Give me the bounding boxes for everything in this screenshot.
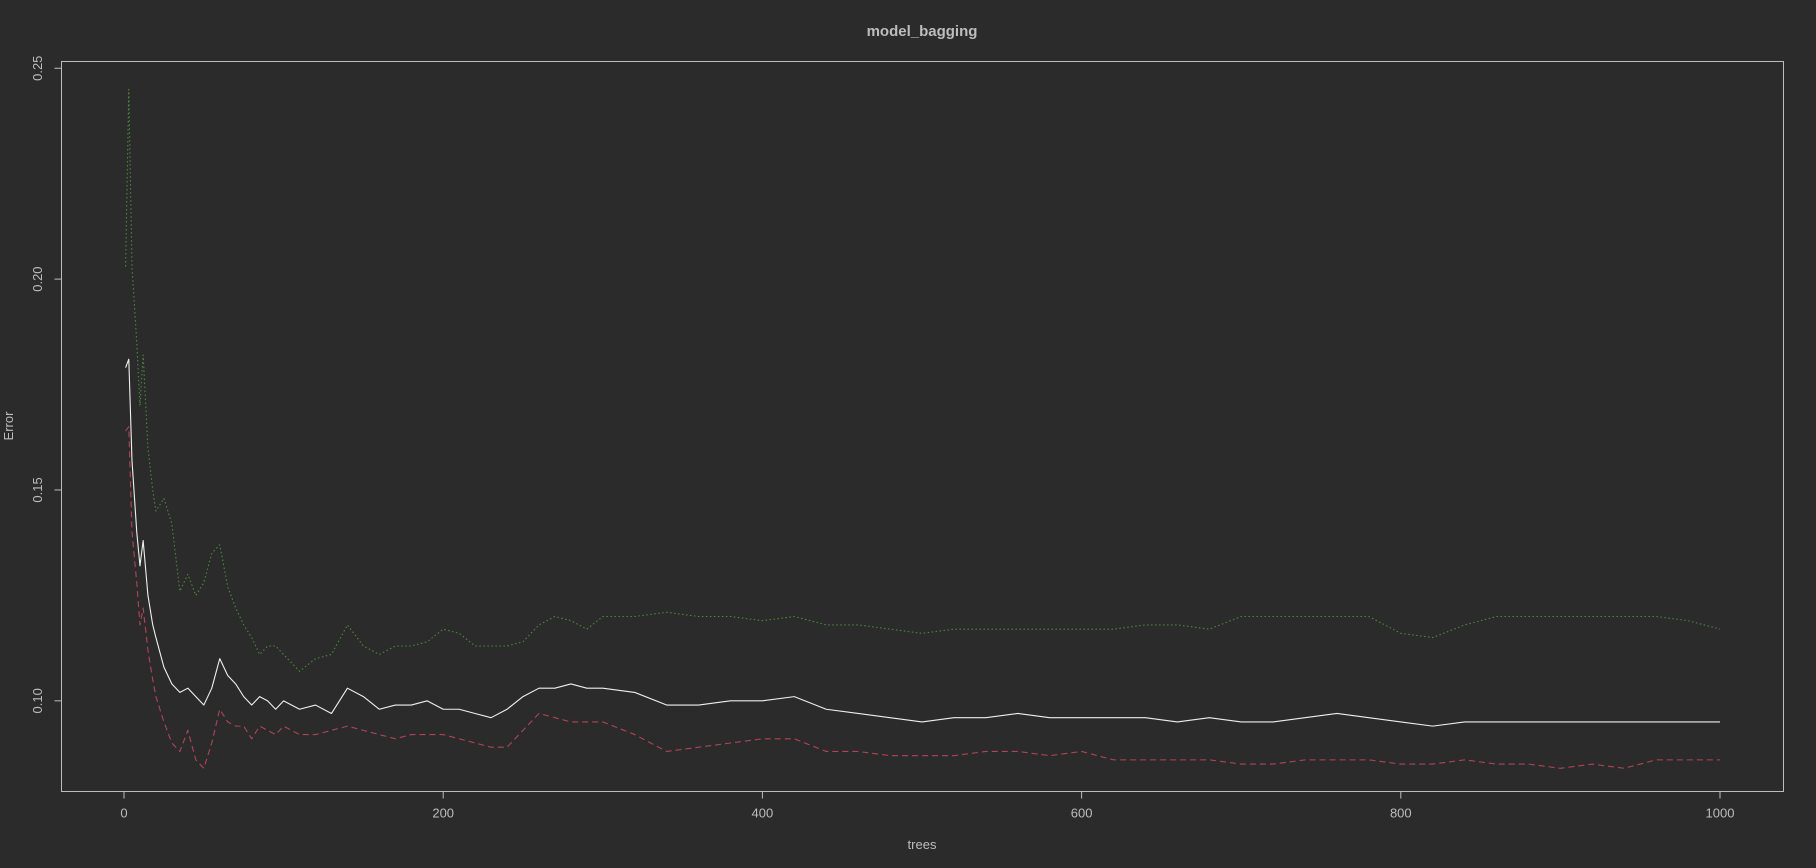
x-tick-label: 600	[1071, 806, 1093, 821]
x-tick-label: 400	[752, 806, 774, 821]
series-line-1	[125, 358, 1720, 727]
x-tick-label: 0	[120, 806, 127, 821]
y-tick-label: 0.25	[30, 56, 45, 81]
x-axis: 0 200 400 600 800 1000	[120, 791, 1735, 821]
series-line-2	[125, 426, 1720, 769]
y-axis: 0.10 0.15 0.20 0.25	[30, 56, 62, 713]
series-layer	[125, 88, 1721, 769]
y-tick-label: 0.20	[30, 266, 45, 291]
plot-area-border	[61, 61, 1784, 792]
y-tick-label: 0.10	[30, 688, 45, 713]
y-axis-label: Error	[1, 411, 16, 441]
x-tick-label: 200	[432, 806, 454, 821]
y-tick-label: 0.15	[30, 477, 45, 502]
series-line-3	[125, 88, 1721, 672]
x-tick-label: 1000	[1706, 806, 1735, 821]
x-axis-label: trees	[908, 837, 937, 852]
x-tick-label: 800	[1390, 806, 1412, 821]
chart-title: model_bagging	[867, 23, 978, 40]
